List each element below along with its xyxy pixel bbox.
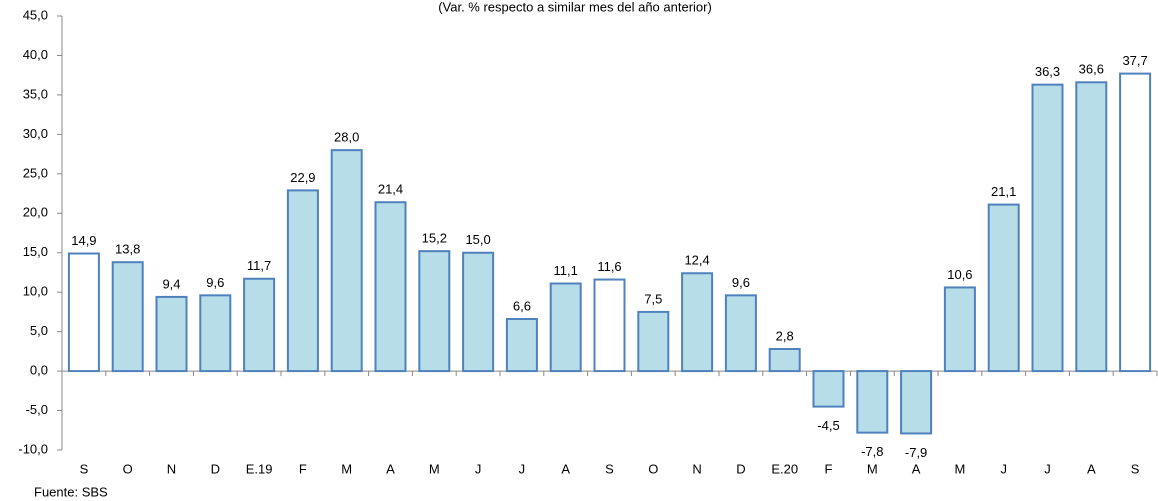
y-tick-label: 25,0 — [23, 165, 48, 180]
value-label: 14,9 — [71, 233, 96, 248]
x-tick-label: A — [386, 461, 395, 476]
bar — [374, 201, 407, 373]
bar — [462, 251, 495, 373]
bar — [111, 261, 144, 373]
y-tick-label: -10,0 — [18, 441, 48, 456]
bar — [593, 278, 626, 373]
value-label: 11,1 — [554, 263, 578, 278]
bar — [900, 370, 933, 435]
value-label: 12,4 — [684, 253, 709, 268]
x-tick-label: O — [648, 461, 658, 476]
y-tick-label: 20,0 — [23, 205, 48, 220]
y-tick-label: 0,0 — [30, 363, 48, 378]
y-tick-label: 40,0 — [23, 47, 48, 62]
x-tick-label: N — [167, 461, 176, 476]
x-tick-label: J — [1044, 461, 1051, 476]
x-tick-label: D — [736, 461, 745, 476]
value-label: 21,1 — [991, 184, 1016, 199]
value-label: -7,8 — [861, 444, 883, 459]
value-label: 2,8 — [776, 328, 794, 343]
y-tick-label: 35,0 — [23, 86, 48, 101]
bar — [418, 250, 451, 373]
bar — [330, 149, 363, 373]
x-tick-label: M — [341, 461, 352, 476]
x-tick-label: S — [1131, 461, 1140, 476]
value-label: 36,6 — [1079, 62, 1104, 77]
value-label: 15,2 — [422, 231, 447, 246]
bar — [1075, 81, 1108, 373]
bar — [155, 295, 188, 373]
value-label: 11,7 — [247, 258, 271, 273]
value-label: 21,4 — [378, 182, 403, 197]
value-label: 15,0 — [465, 232, 490, 247]
bar — [681, 272, 714, 373]
value-label: 36,3 — [1035, 64, 1060, 79]
x-tick-label: F — [299, 461, 307, 476]
x-tick-label: J — [519, 461, 526, 476]
bar — [1119, 72, 1152, 373]
x-tick-label: A — [912, 461, 921, 476]
bar — [286, 189, 319, 373]
value-label: -7,9 — [905, 445, 927, 460]
value-label: 7,5 — [644, 291, 662, 306]
x-tick-label: S — [80, 461, 89, 476]
value-label: 37,7 — [1122, 53, 1147, 68]
y-tick-label: 30,0 — [23, 126, 48, 141]
value-label: 6,6 — [513, 298, 531, 313]
x-tick-label: A — [1087, 461, 1096, 476]
chart-title: (Var. % respecto a similar mes del año a… — [438, 0, 712, 14]
bar — [637, 310, 670, 373]
x-tick-label: O — [123, 461, 133, 476]
x-tick-label: J — [475, 461, 482, 476]
bar — [67, 252, 100, 373]
bar — [505, 318, 538, 373]
x-tick-label: E.19 — [246, 461, 273, 476]
bar — [768, 347, 801, 373]
value-label: 11,6 — [597, 259, 621, 274]
x-tick-label: S — [605, 461, 614, 476]
bar — [943, 286, 976, 373]
bar — [856, 370, 889, 434]
y-tick-label: 10,0 — [23, 284, 48, 299]
x-tick-label: N — [692, 461, 701, 476]
value-label: 28,0 — [334, 130, 359, 145]
value-label: 9,6 — [206, 275, 224, 290]
bar — [549, 282, 582, 373]
value-label: -4,5 — [817, 418, 839, 433]
x-tick-label: F — [825, 461, 833, 476]
x-tick-label: M — [429, 461, 440, 476]
x-tick-label: M — [867, 461, 878, 476]
bar — [987, 203, 1020, 373]
source-note: Fuente: SBS — [34, 484, 108, 499]
value-label: 9,6 — [732, 275, 750, 290]
value-label: 13,8 — [115, 242, 140, 257]
bar — [812, 370, 845, 408]
x-tick-label: D — [211, 461, 220, 476]
value-label: 22,9 — [290, 170, 315, 185]
x-tick-label: J — [1000, 461, 1007, 476]
x-tick-label: E.20 — [771, 461, 798, 476]
x-tick-label: M — [954, 461, 965, 476]
y-tick-label: 5,0 — [30, 323, 48, 338]
value-label: 10,6 — [947, 267, 972, 282]
y-tick-label: 45,0 — [23, 7, 48, 22]
bar — [243, 277, 276, 373]
y-tick-label: -5,0 — [26, 402, 48, 417]
value-label: 9,4 — [162, 276, 180, 291]
bar — [1031, 83, 1064, 373]
y-tick-label: 15,0 — [23, 244, 48, 259]
bar — [199, 294, 232, 373]
x-tick-label: A — [561, 461, 570, 476]
bar — [724, 294, 757, 373]
